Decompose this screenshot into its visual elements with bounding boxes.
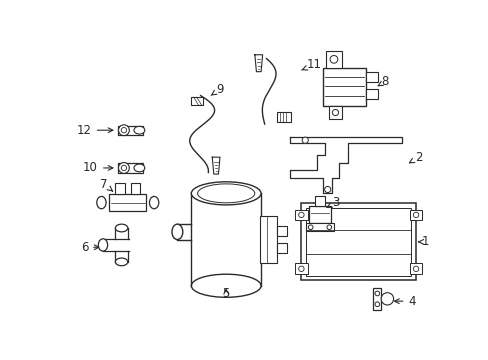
Text: 3: 3: [326, 196, 339, 209]
Ellipse shape: [191, 182, 261, 205]
Bar: [118, 163, 142, 172]
Circle shape: [298, 266, 304, 271]
Bar: [409, 264, 422, 274]
Text: 6: 6: [81, 241, 99, 254]
Bar: [276, 112, 290, 122]
Ellipse shape: [134, 126, 144, 134]
Bar: [409, 210, 422, 220]
Text: 1: 1: [418, 235, 428, 248]
Text: 10: 10: [83, 161, 113, 175]
Bar: [109, 194, 146, 211]
Circle shape: [298, 212, 304, 217]
Circle shape: [118, 125, 129, 136]
Ellipse shape: [115, 258, 127, 266]
Ellipse shape: [149, 197, 159, 209]
Bar: [365, 89, 377, 99]
Bar: [276, 226, 287, 237]
Bar: [315, 195, 324, 206]
Ellipse shape: [172, 224, 183, 239]
Bar: [308, 206, 330, 223]
Circle shape: [324, 186, 330, 193]
Bar: [259, 216, 276, 263]
Bar: [323, 68, 365, 106]
Ellipse shape: [115, 224, 127, 232]
Circle shape: [332, 109, 338, 116]
Ellipse shape: [191, 274, 261, 297]
Text: 2: 2: [408, 150, 422, 164]
Bar: [295, 264, 307, 274]
Circle shape: [308, 225, 312, 230]
Circle shape: [329, 55, 337, 63]
Text: 5: 5: [222, 287, 229, 300]
Text: 7: 7: [100, 177, 112, 191]
Bar: [325, 51, 341, 68]
Ellipse shape: [134, 164, 144, 172]
Bar: [118, 126, 142, 135]
Bar: [305, 223, 333, 231]
Bar: [373, 288, 381, 310]
Circle shape: [121, 165, 126, 171]
Circle shape: [118, 163, 129, 173]
Circle shape: [412, 212, 418, 217]
Bar: [328, 106, 341, 119]
Bar: [295, 210, 307, 220]
Bar: [190, 97, 203, 105]
Circle shape: [412, 266, 418, 271]
Bar: [301, 203, 415, 280]
Bar: [365, 72, 377, 82]
Circle shape: [121, 127, 126, 133]
Bar: [305, 208, 410, 276]
Circle shape: [374, 302, 379, 306]
Circle shape: [326, 225, 331, 230]
Text: 11: 11: [301, 58, 322, 71]
Text: 4: 4: [394, 294, 415, 308]
Bar: [276, 243, 287, 253]
Bar: [131, 183, 140, 194]
Circle shape: [381, 293, 393, 305]
Ellipse shape: [98, 239, 107, 251]
Bar: [115, 183, 124, 194]
Circle shape: [374, 291, 379, 296]
Ellipse shape: [97, 197, 106, 209]
Text: 8: 8: [377, 75, 388, 88]
Circle shape: [302, 137, 308, 143]
Text: 12: 12: [77, 124, 113, 137]
Text: 9: 9: [211, 83, 224, 96]
